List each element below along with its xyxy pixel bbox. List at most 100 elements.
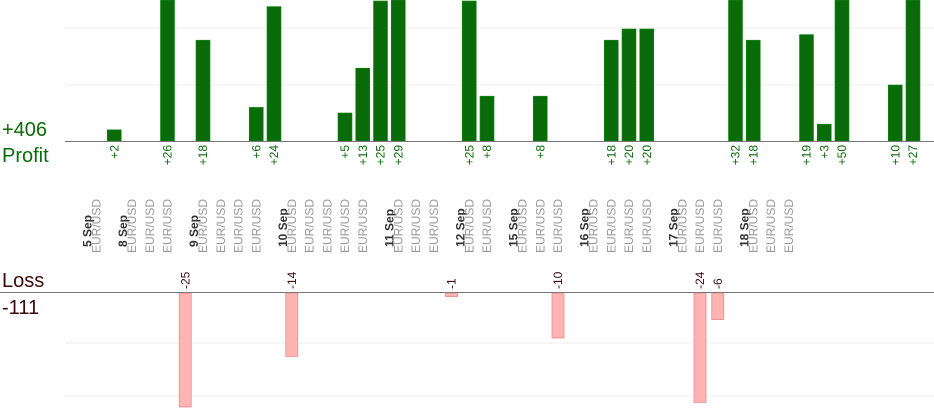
profit-bar bbox=[905, 0, 921, 142]
profit-bar-label: +29 bbox=[391, 145, 405, 166]
profit-bar-label: +50 bbox=[835, 145, 849, 166]
pair-label: EUR/USD bbox=[249, 199, 263, 253]
profit-bar bbox=[390, 0, 406, 142]
loss-bar-label: -1 bbox=[445, 278, 459, 289]
profit-bar-label: +19 bbox=[800, 145, 814, 166]
profit-bar bbox=[745, 39, 761, 142]
profit-bars bbox=[106, 0, 921, 142]
pair-label: EUR/USD bbox=[675, 199, 689, 253]
profit-label: Profit bbox=[2, 145, 49, 167]
loss-bar bbox=[693, 292, 707, 403]
loss-total: -111 bbox=[2, 297, 40, 319]
pair-label: EUR/USD bbox=[604, 199, 618, 253]
profit-bar bbox=[479, 95, 495, 142]
profit-bar bbox=[621, 28, 637, 142]
profit-bar-label: +5 bbox=[338, 145, 352, 159]
pair-label: EUR/USD bbox=[143, 199, 157, 253]
profit-bar bbox=[461, 0, 477, 142]
loss-bar-label: -24 bbox=[693, 271, 707, 289]
profit-bar-label: +20 bbox=[640, 145, 654, 166]
date-label: 8 Sep bbox=[116, 215, 130, 247]
profit-bar-label: +20 bbox=[622, 145, 636, 166]
profit-bar-label: +32 bbox=[729, 145, 743, 166]
profit-bar-label: +10 bbox=[888, 145, 902, 166]
profit-bar bbox=[639, 28, 655, 142]
pair-label: EUR/USD bbox=[533, 199, 547, 253]
loss-bar bbox=[285, 292, 299, 357]
axes bbox=[0, 141, 934, 293]
profit-bar bbox=[834, 0, 850, 142]
profit-bar bbox=[160, 0, 175, 142]
loss-bar-label: -14 bbox=[285, 271, 299, 289]
pair-label: EUR/USD bbox=[462, 199, 476, 253]
profit-bar bbox=[373, 0, 388, 142]
profit-bar-label: +2 bbox=[107, 145, 121, 159]
pair-label: EUR/USD bbox=[746, 199, 760, 253]
profit-total: +406 bbox=[2, 119, 48, 141]
pair-label: EUR/USD bbox=[587, 199, 601, 253]
pair-label: EUR/USD bbox=[90, 199, 104, 253]
pair-label: EUR/USD bbox=[551, 199, 565, 253]
pair-label: EUR/USD bbox=[125, 199, 139, 253]
pair-label: EUR/USD bbox=[285, 199, 299, 253]
date-label: 18 Sep bbox=[737, 208, 751, 247]
profit-bar-label: +25 bbox=[462, 145, 476, 166]
pair-label: EUR/USD bbox=[480, 199, 494, 253]
profit-bar-label: +26 bbox=[161, 145, 175, 166]
pair-label: EUR/USD bbox=[214, 199, 228, 253]
pair-label: EUR/USD bbox=[338, 199, 352, 253]
profit-bar bbox=[266, 6, 282, 142]
date-label: 12 Sep bbox=[453, 208, 467, 247]
profit-bar-label: +18 bbox=[196, 145, 210, 166]
date-label: 5 Sep bbox=[81, 215, 95, 247]
profit-bar-label: +6 bbox=[249, 145, 263, 159]
profit-bar-label: +18 bbox=[746, 145, 760, 166]
profit-bar bbox=[799, 34, 814, 142]
profit-bar-label: +13 bbox=[356, 145, 370, 166]
loss-bar bbox=[711, 292, 725, 321]
loss-bar bbox=[551, 292, 565, 339]
profit-bar bbox=[355, 67, 371, 142]
profit-bar-label: +3 bbox=[817, 145, 831, 159]
profit-bar-label: +27 bbox=[906, 145, 920, 166]
loss-bar bbox=[178, 292, 192, 408]
loss-bars bbox=[178, 292, 725, 408]
profit-bar-label: +25 bbox=[374, 145, 388, 166]
profit-bar bbox=[728, 0, 743, 142]
pair-label: EUR/USD bbox=[232, 199, 246, 253]
pair-label: EUR/USD bbox=[693, 199, 707, 253]
pair-label: EUR/USD bbox=[409, 199, 423, 253]
profit-bar-label: +24 bbox=[267, 145, 281, 166]
bar-value-labels: +2 +26 +18 +6 +24 +5 +13 +25 +29 +25 +8 +8 +18 +20 +20… bbox=[107, 145, 920, 289]
profit-bar-label: +8 bbox=[480, 145, 494, 159]
date-label: 10 Sep bbox=[276, 208, 290, 247]
pair-label: EUR/USD bbox=[622, 199, 636, 253]
date-label: 15 Sep bbox=[507, 208, 521, 247]
pair-label: EUR/USD bbox=[764, 199, 778, 253]
profit-bar bbox=[532, 95, 548, 142]
profit-bar bbox=[887, 84, 903, 142]
date-label: 16 Sep bbox=[578, 208, 592, 247]
date-label: 9 Sep bbox=[187, 215, 201, 247]
loss-label: Loss bbox=[2, 270, 45, 292]
pair-label: EUR/USD bbox=[640, 199, 654, 253]
date-label: 17 Sep bbox=[666, 208, 680, 247]
profit-bar bbox=[816, 123, 832, 142]
profit-bar-label: +18 bbox=[604, 145, 618, 166]
pair-label: EUR/USD bbox=[782, 199, 796, 253]
loss-bar-label: -6 bbox=[711, 278, 725, 289]
pair-label: EUR/USD bbox=[303, 199, 317, 253]
loss-bar-label: -25 bbox=[178, 271, 192, 289]
pair-label: EUR/USD bbox=[711, 199, 725, 253]
date-label: 11 Sep bbox=[382, 209, 396, 247]
loss-bar bbox=[445, 292, 458, 297]
pair-label: EUR/USD bbox=[516, 199, 530, 253]
profit-bar-label: +8 bbox=[533, 145, 547, 159]
pair-label: EUR/USD bbox=[196, 199, 210, 253]
loss-bar-label: -10 bbox=[551, 271, 565, 289]
profit-bar bbox=[195, 39, 211, 142]
pair-label: EUR/USD bbox=[320, 199, 334, 253]
profit-bar bbox=[106, 129, 122, 142]
